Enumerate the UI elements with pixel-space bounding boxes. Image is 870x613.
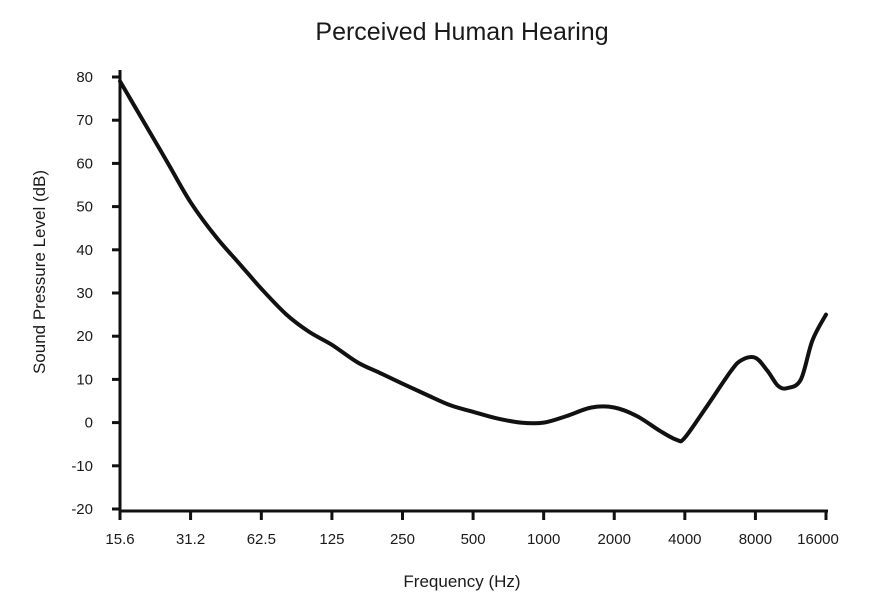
y-tick-label: 80 xyxy=(76,69,93,86)
y-tick-label: 40 xyxy=(76,242,93,259)
y-tick-label: 0 xyxy=(85,415,93,432)
y-tick-label: 70 xyxy=(76,112,93,129)
x-tick-label: 15.6 xyxy=(105,531,134,548)
x-tick-label: 125 xyxy=(319,531,344,548)
x-tick-label: 31.2 xyxy=(176,531,205,548)
x-tick-label: 16000 xyxy=(797,531,839,548)
x-tick-label: 1000 xyxy=(527,531,560,548)
y-tick-label: 10 xyxy=(76,371,93,388)
x-axis-label: Frequency (Hz) xyxy=(403,572,520,591)
y-tick-label: 30 xyxy=(76,285,93,302)
x-tick-label: 62.5 xyxy=(247,531,276,548)
hearing-curve-line xyxy=(118,79,828,444)
y-tick-label: 60 xyxy=(76,155,93,172)
x-tick-label: 8000 xyxy=(739,531,772,548)
x-tick-label: 250 xyxy=(390,531,415,548)
y-tick-label: -20 xyxy=(71,501,93,518)
x-tick-label: 4000 xyxy=(668,531,701,548)
x-tick-label: 2000 xyxy=(598,531,631,548)
x-tick-label: 500 xyxy=(461,531,486,548)
chart-title: Perceived Human Hearing xyxy=(315,18,608,46)
x-axis-ticks: 15.6 31.2 62.5 125 250 500 1000 2000 4000 8000 160… xyxy=(105,511,839,548)
y-axis-label: Sound Pressure Level (dB) xyxy=(30,170,49,374)
y-tick-label: 50 xyxy=(76,199,93,216)
y-tick-label: -10 xyxy=(71,458,93,475)
y-axis-ticks: 80 70 60 50 40 30 20 10 0 -10 -20 xyxy=(71,69,120,518)
y-tick-label: 20 xyxy=(76,328,93,345)
